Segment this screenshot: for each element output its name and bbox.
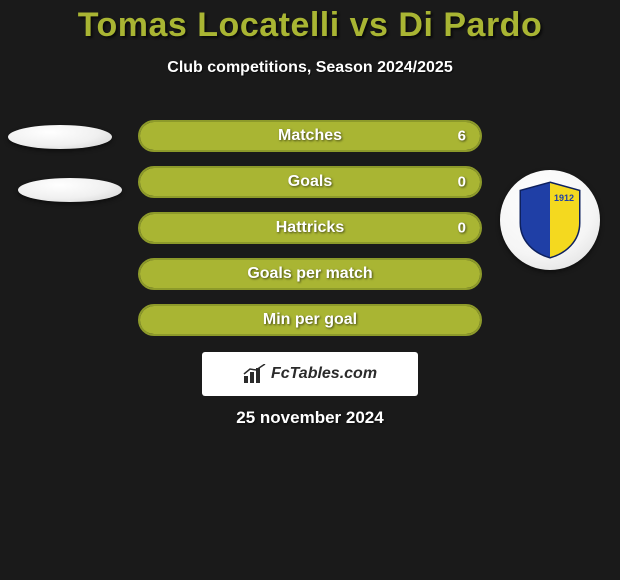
watermark-text: FcTables.com bbox=[271, 365, 377, 383]
shield-icon: 1912 bbox=[517, 181, 583, 259]
page-title: Tomas Locatelli vs Di Pardo bbox=[0, 0, 620, 45]
stat-row: Min per goal bbox=[138, 304, 482, 336]
bars-icon bbox=[243, 364, 267, 384]
stat-value-right: 0 bbox=[458, 174, 466, 191]
stat-rows: Matches 6 Goals 0 Hattricks 0 Goals per match M… bbox=[138, 120, 482, 350]
stat-label: Goals bbox=[288, 173, 332, 191]
stat-label: Hattricks bbox=[276, 219, 344, 237]
player-ellipse bbox=[18, 178, 122, 202]
stat-row: Hattricks 0 bbox=[138, 212, 482, 244]
date-line: 25 november 2024 bbox=[0, 408, 620, 428]
stat-label: Min per goal bbox=[263, 311, 357, 329]
club-badge: 1912 bbox=[500, 170, 600, 270]
comparison-infographic: Tomas Locatelli vs Di Pardo Club competi… bbox=[0, 0, 620, 580]
watermark: FcTables.com bbox=[202, 352, 418, 396]
player-ellipse bbox=[8, 125, 112, 149]
stat-label: Goals per match bbox=[247, 265, 372, 283]
stat-label: Matches bbox=[278, 127, 342, 145]
badge-year: 1912 bbox=[554, 193, 574, 203]
stat-value-right: 0 bbox=[458, 220, 466, 237]
stat-row: Matches 6 bbox=[138, 120, 482, 152]
stat-row: Goals 0 bbox=[138, 166, 482, 198]
stat-value-right: 6 bbox=[458, 128, 466, 145]
page-subtitle: Club competitions, Season 2024/2025 bbox=[0, 59, 620, 77]
stat-row: Goals per match bbox=[138, 258, 482, 290]
